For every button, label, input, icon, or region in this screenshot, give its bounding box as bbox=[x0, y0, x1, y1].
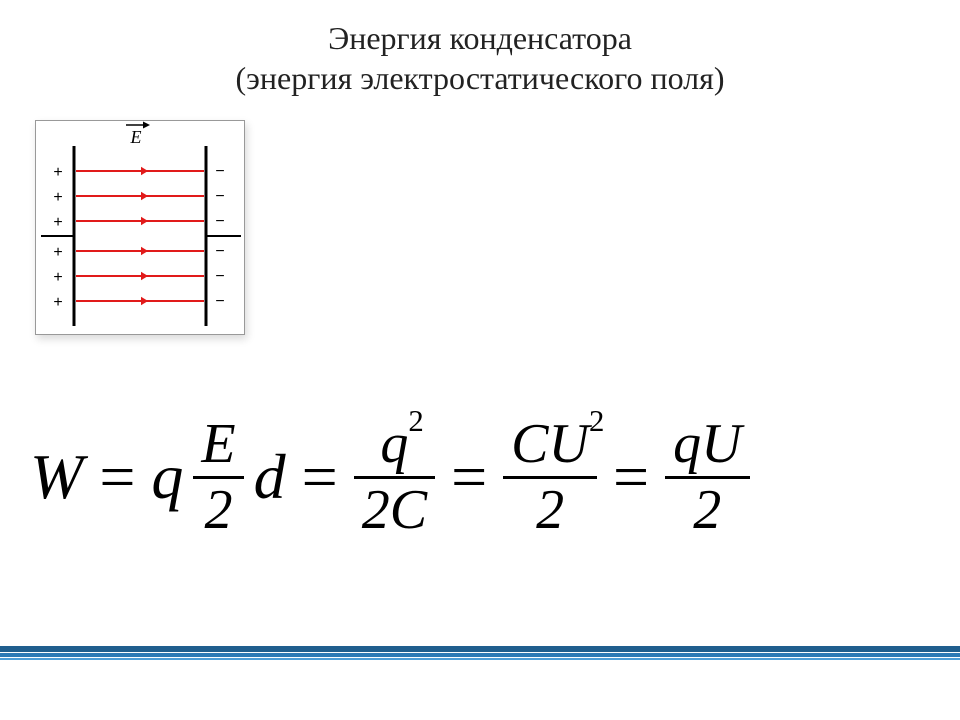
svg-text:−: − bbox=[215, 243, 224, 260]
capacitor-diagram: + + + + + + − − − − − − E bbox=[35, 120, 245, 335]
den-2b: 2 bbox=[528, 481, 572, 540]
svg-text:−: − bbox=[215, 163, 224, 180]
svg-text:−: − bbox=[215, 188, 224, 205]
svg-text:−: − bbox=[215, 268, 224, 285]
equals-2: = bbox=[296, 440, 344, 514]
svg-text:+: + bbox=[53, 189, 62, 206]
frac-qU-over-2: qU 2 bbox=[665, 415, 749, 540]
footer-bar-3 bbox=[0, 658, 960, 660]
num-q2: q2 bbox=[372, 415, 416, 474]
svg-text:+: + bbox=[53, 164, 62, 181]
num-CU2: CU2 bbox=[503, 415, 597, 474]
capacitor-svg: + + + + + + − − − − − − E bbox=[36, 121, 246, 336]
footer-bar-1 bbox=[0, 646, 960, 652]
svg-text:+: + bbox=[53, 269, 62, 286]
title-line-2: (энергия электростатического поля) bbox=[0, 58, 960, 98]
energy-formula: W = q E 2 d = q2 2C = CU2 2 = qU 2 bbox=[30, 415, 750, 540]
den-2a: 2 bbox=[197, 481, 241, 540]
var-W: W bbox=[30, 440, 83, 514]
frac-E-over-2: E 2 bbox=[193, 415, 243, 540]
num-E: E bbox=[193, 415, 243, 474]
coeff-q: q bbox=[151, 440, 183, 514]
equals-1: = bbox=[93, 440, 141, 514]
svg-text:+: + bbox=[53, 214, 62, 231]
den-2c: 2 bbox=[685, 481, 729, 540]
equals-4: = bbox=[607, 440, 655, 514]
svg-text:E: E bbox=[130, 127, 142, 147]
svg-text:+: + bbox=[53, 244, 62, 261]
den-2C: 2C bbox=[354, 481, 435, 540]
frac-q2-over-2C: q2 2C bbox=[354, 415, 435, 540]
var-d: d bbox=[254, 440, 286, 514]
footer-bar-2 bbox=[0, 653, 960, 657]
svg-text:+: + bbox=[53, 294, 62, 311]
page-title: Энергия конденсатора (энергия электроста… bbox=[0, 0, 960, 98]
footer-accent bbox=[0, 646, 960, 660]
frac-CU2-over-2: CU2 2 bbox=[503, 415, 597, 540]
equals-3: = bbox=[445, 440, 493, 514]
svg-text:−: − bbox=[215, 213, 224, 230]
svg-text:−: − bbox=[215, 293, 224, 310]
title-line-1: Энергия конденсатора bbox=[0, 18, 960, 58]
num-qU: qU bbox=[665, 415, 749, 474]
